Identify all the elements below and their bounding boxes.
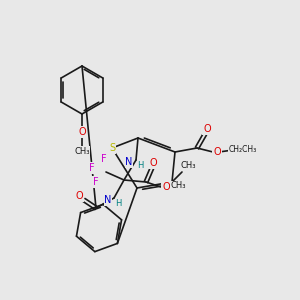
Text: O: O [213, 147, 221, 157]
Text: CH₂CH₃: CH₂CH₃ [229, 145, 257, 154]
Text: F: F [101, 154, 107, 164]
Text: O: O [75, 191, 83, 201]
Text: CH₃: CH₃ [74, 146, 90, 155]
Text: O: O [203, 124, 211, 134]
Text: H: H [115, 200, 121, 208]
Text: N: N [104, 195, 112, 205]
Text: H: H [137, 160, 143, 169]
Text: O: O [162, 182, 170, 192]
Text: S: S [109, 143, 115, 153]
Text: F: F [93, 177, 99, 187]
Text: F: F [89, 163, 95, 173]
Text: N: N [125, 157, 133, 167]
Text: O: O [78, 127, 86, 137]
Text: CH₃: CH₃ [180, 161, 196, 170]
Text: O: O [149, 158, 157, 168]
Text: CH₃: CH₃ [170, 182, 186, 190]
